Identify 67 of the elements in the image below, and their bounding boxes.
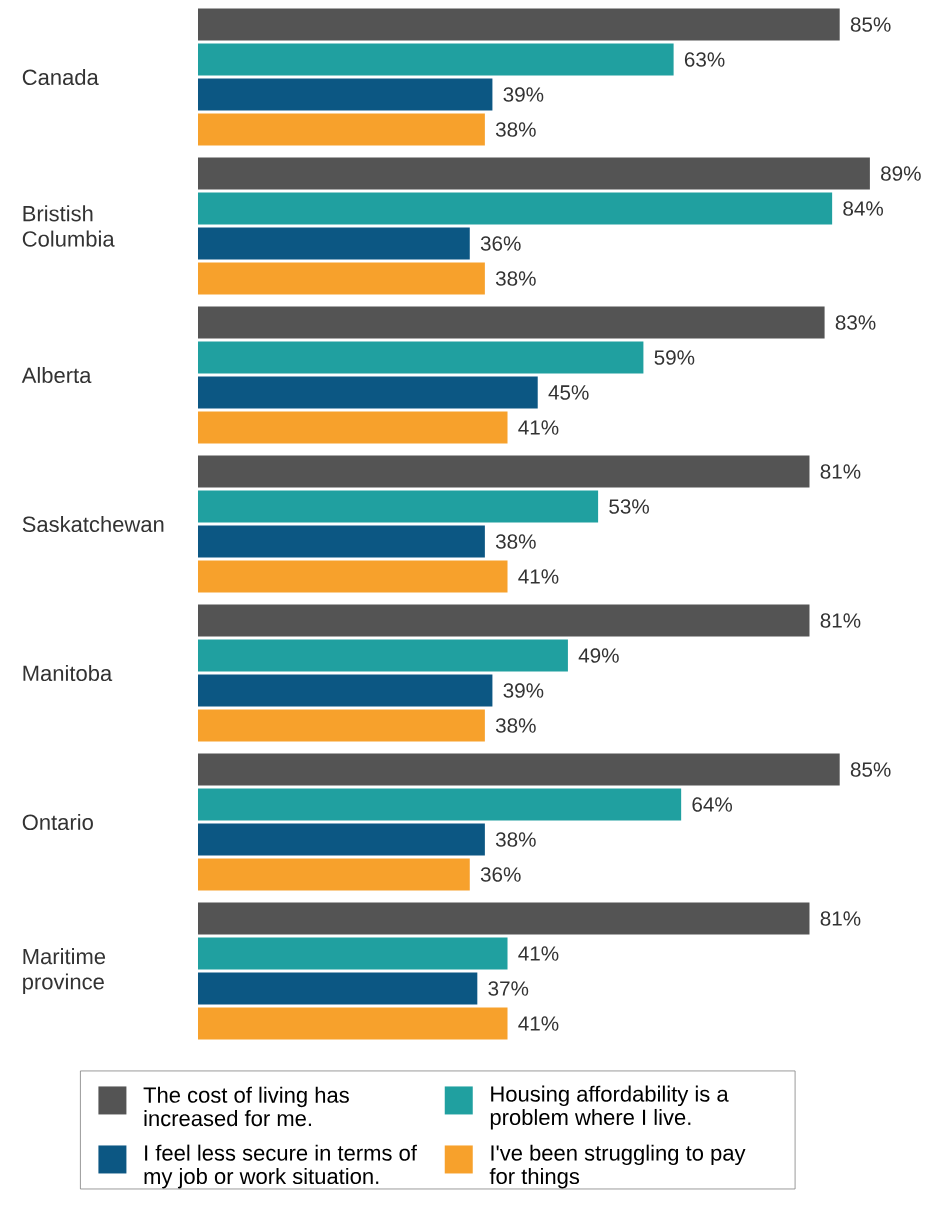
y-tick-label: Bristish Columbia bbox=[22, 205, 115, 247]
y-tick-label: Canada bbox=[22, 68, 99, 86]
bar bbox=[198, 43, 674, 76]
data-label: 63% bbox=[684, 52, 725, 67]
bar bbox=[198, 1007, 508, 1040]
data-label: 41% bbox=[518, 420, 559, 435]
bar bbox=[198, 604, 810, 637]
data-label: 85% bbox=[850, 762, 891, 777]
bar bbox=[198, 262, 485, 295]
y-tick-label: Manitoba bbox=[23, 664, 113, 682]
data-label: 37% bbox=[488, 981, 529, 996]
data-label: 81% bbox=[820, 464, 861, 479]
data-label: 41% bbox=[518, 1016, 559, 1031]
y-tick-label: Maritime province bbox=[23, 948, 106, 994]
data-label: 89% bbox=[881, 166, 921, 181]
legend-label: The cost of living has increased for me. bbox=[143, 1086, 349, 1127]
bar bbox=[198, 8, 840, 41]
data-label: 38% bbox=[495, 832, 536, 847]
bar bbox=[198, 788, 682, 821]
bar bbox=[198, 192, 833, 225]
y-tick-label: Alberta bbox=[21, 366, 92, 384]
bar bbox=[198, 972, 478, 1005]
bar bbox=[198, 823, 485, 856]
y-tick-label: Saskatchewan bbox=[22, 515, 164, 533]
legend-label: I've been struggling to pay for things bbox=[489, 1144, 746, 1189]
bar bbox=[198, 113, 485, 146]
data-label: 84% bbox=[843, 201, 884, 216]
data-label: 83% bbox=[835, 315, 876, 330]
y-tick-label: Ontario bbox=[22, 813, 93, 831]
legend-label: Housing affordability is a problem where I live. bbox=[490, 1085, 729, 1130]
data-label: 59% bbox=[654, 350, 695, 365]
bar bbox=[198, 560, 508, 593]
bar bbox=[198, 455, 810, 488]
bar bbox=[198, 639, 568, 672]
data-label: 81% bbox=[820, 911, 861, 926]
data-label: 38% bbox=[495, 271, 536, 286]
bar bbox=[198, 525, 485, 558]
data-label: 53% bbox=[609, 499, 649, 514]
data-label: 38% bbox=[495, 718, 536, 733]
bar bbox=[198, 858, 470, 891]
bar bbox=[198, 674, 493, 707]
bar bbox=[198, 376, 538, 409]
data-label: 49% bbox=[578, 648, 619, 663]
bar bbox=[198, 78, 493, 111]
bar bbox=[198, 753, 840, 786]
bar bbox=[198, 227, 470, 260]
data-label: 36% bbox=[480, 867, 521, 882]
data-label: 64% bbox=[692, 797, 733, 812]
bar bbox=[198, 306, 825, 339]
data-label: 39% bbox=[503, 87, 544, 102]
data-label: 85% bbox=[850, 17, 891, 32]
bar bbox=[198, 902, 810, 935]
bar bbox=[198, 341, 644, 374]
data-label: 38% bbox=[495, 122, 536, 137]
data-label: 38% bbox=[495, 534, 536, 549]
bar bbox=[198, 490, 599, 523]
data-label: 81% bbox=[820, 613, 861, 628]
bar bbox=[198, 937, 508, 970]
data-label: 45% bbox=[548, 385, 589, 400]
data-label: 41% bbox=[518, 946, 559, 961]
bar bbox=[198, 411, 508, 444]
data-label: 36% bbox=[480, 236, 521, 251]
bar bbox=[198, 709, 485, 742]
data-label: 39% bbox=[503, 683, 544, 698]
legend-label: I feel less secure in terms of my job or work situation. bbox=[144, 1144, 417, 1189]
bar bbox=[198, 157, 870, 190]
data-label: 41% bbox=[518, 569, 559, 584]
